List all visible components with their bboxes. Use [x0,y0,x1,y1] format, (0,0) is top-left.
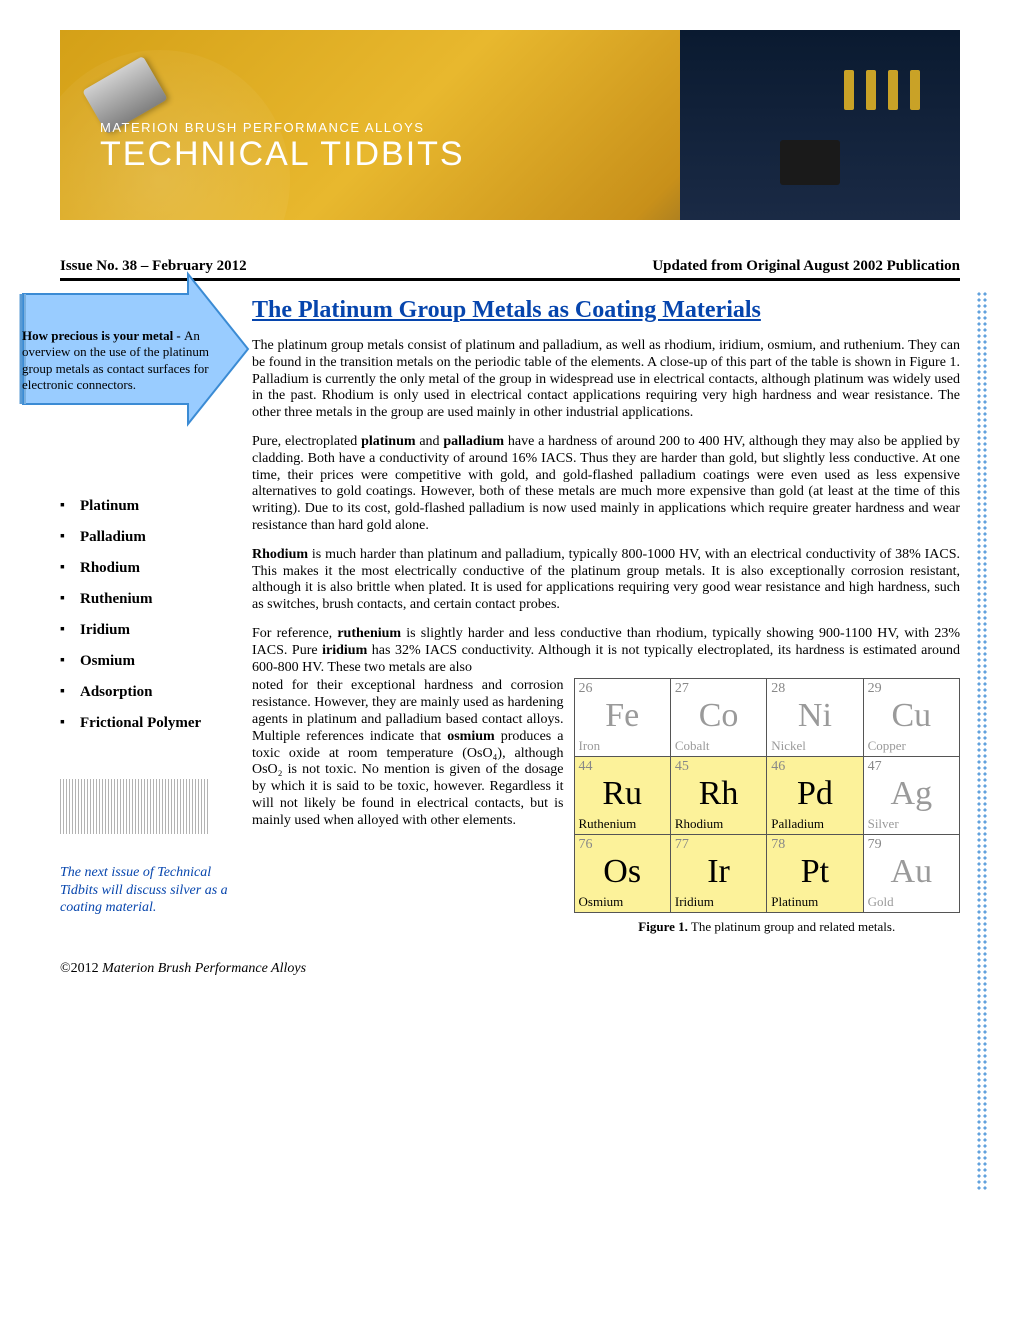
element-symbol: Au [868,855,955,889]
element-cell-Ag: 47 Ag Silver [863,757,959,835]
atomic-number: 78 [771,837,858,853]
element-cell-Pt: 78 Pt Platinum [767,835,863,913]
wrap-row: noted for their exceptional hardness and… [252,678,960,935]
element-cell-Au: 79 Au Gold [863,835,959,913]
element-cell-Rh: 45 Rh Rhodium [670,757,766,835]
figure-caption: Figure 1. The platinum group and related… [574,919,960,935]
article-content: The Platinum Group Metals as Coating Mat… [252,291,960,935]
callout-text: How precious is your metal - An overview… [20,326,220,395]
atomic-number: 45 [675,759,762,775]
element-name: Iron [579,738,601,754]
element-symbol: Co [675,699,762,733]
atomic-number: 26 [579,681,666,697]
element-symbol: Pt [771,855,858,889]
atomic-number: 27 [675,681,762,697]
element-symbol: Fe [579,699,666,733]
element-cell-Co: 27 Co Cobalt [670,679,766,757]
atomic-number: 28 [771,681,858,697]
paragraph-5: noted for their exceptional hardness and… [252,678,564,829]
element-name: Osmium [579,894,624,910]
sidebar-item: Osmium [60,646,238,677]
sidebar-item: Rhodium [60,553,238,584]
element-symbol: Ir [675,855,762,889]
element-symbol: Os [579,855,666,889]
next-issue-note: The next issue of Technical Tidbits will… [60,864,238,917]
paragraph-1: The platinum group metals consist of pla… [252,338,960,422]
element-name: Iridium [675,894,714,910]
callout-lead: How precious is your metal - [22,328,184,343]
element-name: Platinum [771,894,818,910]
sidebar-item: Platinum [60,491,238,522]
sidebar-item: Palladium [60,522,238,553]
sidebar-item: Ruthenium [60,584,238,615]
element-cell-Os: 76 Os Osmium [574,835,670,913]
atomic-number: 44 [579,759,666,775]
copyright-footer: ©2012 Materion Brush Performance Alloys [60,961,960,977]
sidebar: How precious is your metal - An overview… [60,291,252,935]
atomic-number: 46 [771,759,858,775]
sidebar-item: Frictional Polymer [60,708,238,739]
element-symbol: Ag [868,777,955,811]
banner-subtitle: MATERION BRUSH PERFORMANCE ALLOYS [100,120,465,135]
issue-updated: Updated from Original August 2002 Public… [652,258,960,275]
element-name: Copper [868,738,906,754]
element-name: Ruthenium [579,816,637,832]
banner-dark-panel [680,30,960,220]
element-name: Gold [868,894,894,910]
decorative-dots-right [976,291,988,1191]
banner-text: MATERION BRUSH PERFORMANCE ALLOYS TECHNI… [100,120,465,171]
element-cell-Fe: 26 Fe Iron [574,679,670,757]
element-symbol: Rh [675,777,762,811]
element-name: Palladium [771,816,824,832]
atomic-number: 76 [579,837,666,853]
sidebar-item: Iridium [60,615,238,646]
element-cell-Ru: 44 Ru Ruthenium [574,757,670,835]
atomic-number: 77 [675,837,762,853]
barcode-decor [60,779,210,834]
element-cell-Ni: 28 Ni Nickel [767,679,863,757]
main-content-row: How precious is your metal - An overview… [60,291,960,935]
element-name: Silver [868,816,899,832]
element-symbol: Cu [868,699,955,733]
element-name: Nickel [771,738,806,754]
element-symbol: Ru [579,777,666,811]
sidebar-item: Adsorption [60,677,238,708]
sidebar-topic-list: PlatinumPalladiumRhodiumRutheniumIridium… [60,491,238,739]
element-cell-Cu: 29 Cu Copper [863,679,959,757]
header-banner: MATERION BRUSH PERFORMANCE ALLOYS TECHNI… [60,30,960,220]
atomic-number: 79 [868,837,955,853]
banner-pins-illustration [844,70,920,110]
element-symbol: Pd [771,777,858,811]
element-cell-Pd: 46 Pd Palladium [767,757,863,835]
banner-plug-illustration [780,140,840,185]
atomic-number: 29 [868,681,955,697]
element-cell-Ir: 77 Ir Iridium [670,835,766,913]
periodic-table: 26 Fe Iron 27 Co Cobalt 28 Ni Nickel 29 Cu Copper 44… [574,678,960,913]
banner-title: TECHNICAL TIDBITS [100,137,465,171]
paragraph-4: For reference, ruthenium is slightly har… [252,626,960,676]
atomic-number: 47 [868,759,955,775]
element-name: Rhodium [675,816,723,832]
article-title: The Platinum Group Metals as Coating Mat… [252,297,960,324]
paragraph-3: Rhodium is much harder than platinum and… [252,547,960,614]
element-name: Cobalt [675,738,710,754]
paragraph-2: Pure, electroplated platinum and palladi… [252,434,960,535]
element-symbol: Ni [771,699,858,733]
